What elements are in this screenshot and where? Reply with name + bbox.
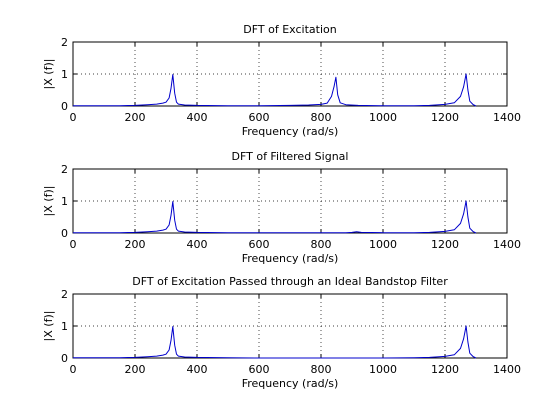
x-tick-label: 400	[187, 238, 208, 251]
x-tick-label: 1200	[431, 363, 459, 376]
y-axis-label: |X (f)|	[42, 311, 55, 342]
y-tick-label: 2	[61, 163, 68, 176]
y-tick-label: 0	[61, 227, 68, 240]
x-tick-label: 0	[70, 363, 77, 376]
x-tick-label: 800	[311, 363, 332, 376]
x-axis-label: Frequency (rad/s)	[242, 252, 339, 265]
x-tick-label: 400	[187, 111, 208, 124]
x-tick-label: 400	[187, 363, 208, 376]
x-tick-label: 1000	[369, 111, 397, 124]
subplot-1: 0 200 400 600 800 1000 1200 1400 0 1 2 DFT of Excit…	[42, 23, 521, 138]
y-tick-label: 1	[61, 195, 68, 208]
x-tick-label: 600	[249, 238, 270, 251]
chart-title: DFT of Excitation Passed through an Idea…	[132, 275, 448, 288]
x-tick-label: 1000	[369, 238, 397, 251]
x-tick-label: 200	[125, 238, 146, 251]
y-tick-label: 0	[61, 100, 68, 113]
series-line-1	[73, 200, 477, 234]
x-tick-label: 1400	[493, 363, 521, 376]
y-axis-label: |X (f)|	[42, 186, 55, 217]
subplot-3: 0 200 400 600 800 1000 1200 1400 0 1 2 DFT of Excit…	[42, 275, 521, 390]
x-axis-label: Frequency (rad/s)	[242, 377, 339, 390]
chart-title: DFT of Filtered Signal	[232, 150, 349, 163]
subplot-2: 0 200 400 600 800 1000 1200 1400 0 1 2 DFT of Filte…	[42, 150, 521, 265]
y-tick-label: 1	[61, 68, 68, 81]
x-tick-label: 1400	[493, 238, 521, 251]
x-tick-label: 800	[311, 111, 332, 124]
x-tick-label: 600	[249, 363, 270, 376]
y-tick-label: 2	[61, 288, 68, 301]
y-axis-label: |X (f)|	[42, 59, 55, 90]
x-tick-label: 1200	[431, 111, 459, 124]
y-tick-label: 0	[61, 352, 68, 365]
x-tick-label: 1000	[369, 363, 397, 376]
series-line-1	[73, 325, 477, 359]
x-tick-label: 1400	[493, 111, 521, 124]
y-tick-label: 1	[61, 320, 68, 333]
x-tick-label: 200	[125, 363, 146, 376]
x-tick-label: 1200	[431, 238, 459, 251]
x-tick-label: 0	[70, 111, 77, 124]
x-tick-label: 800	[311, 238, 332, 251]
y-tick-label: 2	[61, 36, 68, 49]
chart-title: DFT of Excitation	[243, 23, 336, 36]
series-line-1	[73, 73, 477, 107]
x-tick-label: 200	[125, 111, 146, 124]
x-axis-label: Frequency (rad/s)	[242, 125, 339, 138]
x-tick-label: 600	[249, 111, 270, 124]
x-tick-label: 0	[70, 238, 77, 251]
